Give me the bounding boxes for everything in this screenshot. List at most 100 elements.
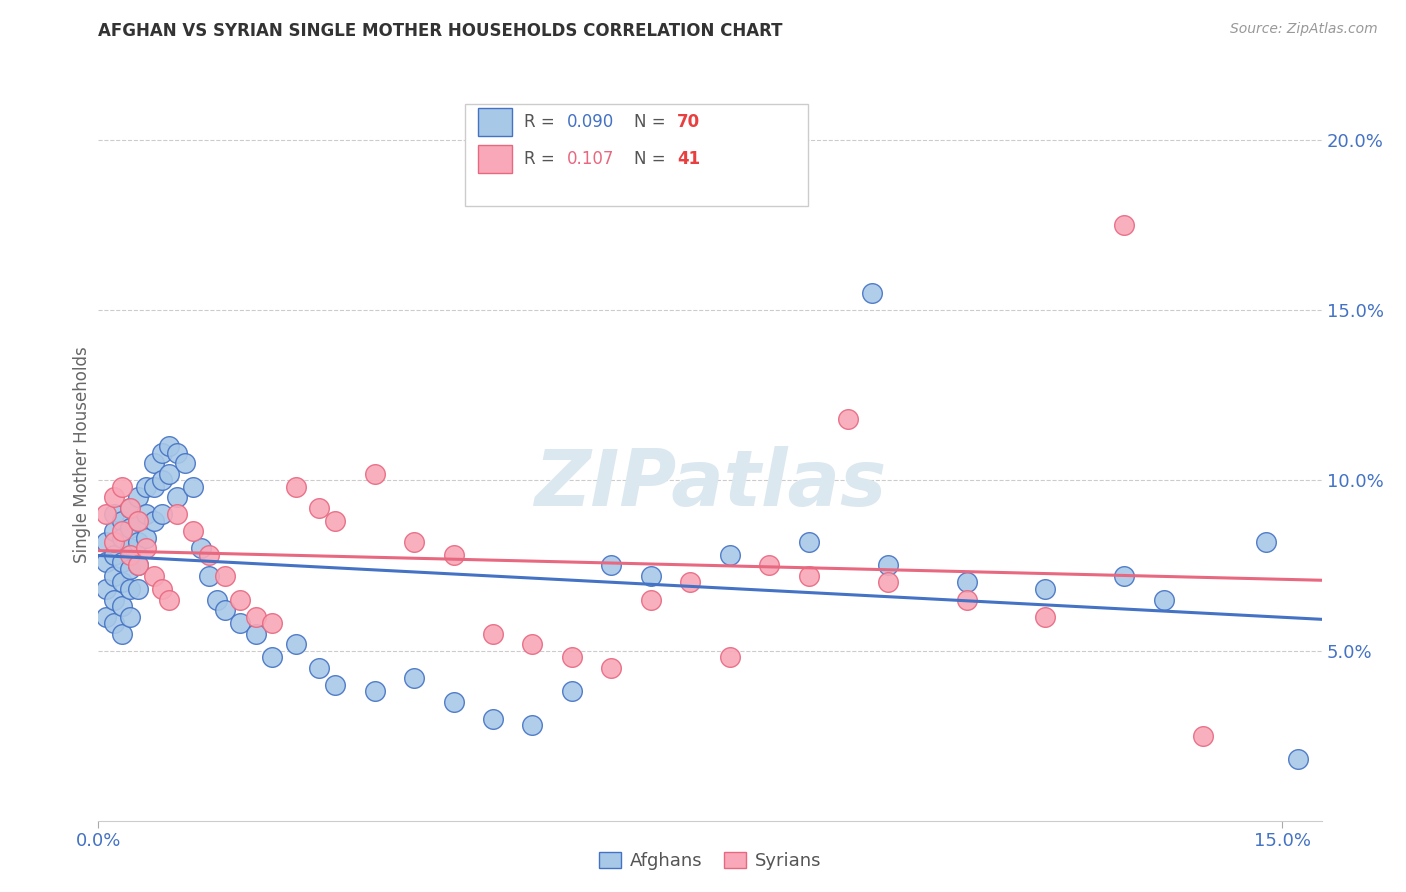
Point	[111, 524, 134, 539]
Point	[1286, 752, 1309, 766]
Point	[159, 592, 181, 607]
Point	[111, 531, 134, 545]
Point	[127, 514, 149, 528]
Point	[166, 446, 188, 460]
Point	[103, 524, 125, 539]
Point	[96, 534, 118, 549]
Text: ZIPatlas: ZIPatlas	[534, 446, 886, 522]
Point	[245, 609, 267, 624]
FancyBboxPatch shape	[478, 145, 512, 172]
Point	[118, 521, 141, 535]
Point	[600, 558, 623, 573]
Point	[103, 616, 125, 631]
Point	[103, 508, 125, 522]
Point	[190, 541, 212, 556]
Point	[640, 568, 662, 582]
Point	[482, 626, 505, 640]
Point	[205, 592, 228, 607]
Point	[561, 650, 583, 665]
Point	[118, 549, 141, 563]
Text: 0.107: 0.107	[567, 150, 614, 168]
Point	[96, 508, 118, 522]
Text: N =: N =	[634, 113, 671, 131]
Point	[127, 514, 149, 528]
Point	[111, 626, 134, 640]
Point	[103, 592, 125, 607]
Point	[363, 684, 385, 698]
Point	[284, 637, 307, 651]
FancyBboxPatch shape	[478, 108, 512, 136]
Point	[1035, 582, 1057, 597]
Point	[111, 599, 134, 614]
Point	[363, 467, 385, 481]
Point	[679, 575, 702, 590]
Point	[718, 650, 741, 665]
Point	[1035, 609, 1057, 624]
Point	[522, 718, 544, 732]
Point	[135, 508, 157, 522]
Point	[955, 592, 977, 607]
Point	[142, 480, 165, 494]
Point	[118, 500, 141, 515]
Point	[142, 568, 165, 582]
Point	[181, 480, 204, 494]
Point	[174, 457, 197, 471]
Point	[111, 480, 134, 494]
Point	[482, 712, 505, 726]
Point	[876, 575, 898, 590]
Point	[111, 555, 134, 569]
Point	[837, 412, 859, 426]
Point	[127, 558, 149, 573]
Point	[229, 592, 252, 607]
Point	[1153, 592, 1175, 607]
Point	[404, 671, 426, 685]
Point	[96, 609, 118, 624]
Point	[118, 609, 141, 624]
Point	[118, 500, 141, 515]
Point	[150, 446, 173, 460]
Point	[135, 480, 157, 494]
Point	[522, 637, 544, 651]
Point	[142, 457, 165, 471]
Point	[127, 558, 149, 573]
Point	[198, 549, 221, 563]
Point	[150, 474, 173, 488]
Point	[118, 582, 141, 597]
Point	[166, 508, 188, 522]
Point	[797, 568, 820, 582]
Point	[166, 491, 188, 505]
Point	[260, 616, 283, 631]
Point	[118, 562, 141, 576]
Point	[718, 549, 741, 563]
FancyBboxPatch shape	[465, 103, 808, 206]
Point	[127, 534, 149, 549]
Text: 41: 41	[678, 150, 700, 168]
Point	[955, 575, 977, 590]
Point	[323, 677, 346, 691]
Point	[443, 549, 465, 563]
Text: N =: N =	[634, 150, 671, 168]
Point	[127, 491, 149, 505]
Point	[111, 575, 134, 590]
Point	[111, 514, 134, 528]
Point	[229, 616, 252, 631]
Point	[159, 439, 181, 453]
Point	[181, 524, 204, 539]
Point	[118, 541, 141, 556]
Text: R =: R =	[524, 113, 560, 131]
Point	[640, 592, 662, 607]
Point	[96, 582, 118, 597]
Point	[103, 491, 125, 505]
Point	[245, 626, 267, 640]
Point	[600, 660, 623, 674]
Text: 0.090: 0.090	[567, 113, 614, 131]
Point	[214, 603, 236, 617]
Point	[1256, 534, 1278, 549]
Point	[323, 514, 346, 528]
Point	[561, 684, 583, 698]
Point	[198, 568, 221, 582]
Point	[797, 534, 820, 549]
Point	[758, 558, 780, 573]
Point	[284, 480, 307, 494]
Point	[1192, 729, 1215, 743]
